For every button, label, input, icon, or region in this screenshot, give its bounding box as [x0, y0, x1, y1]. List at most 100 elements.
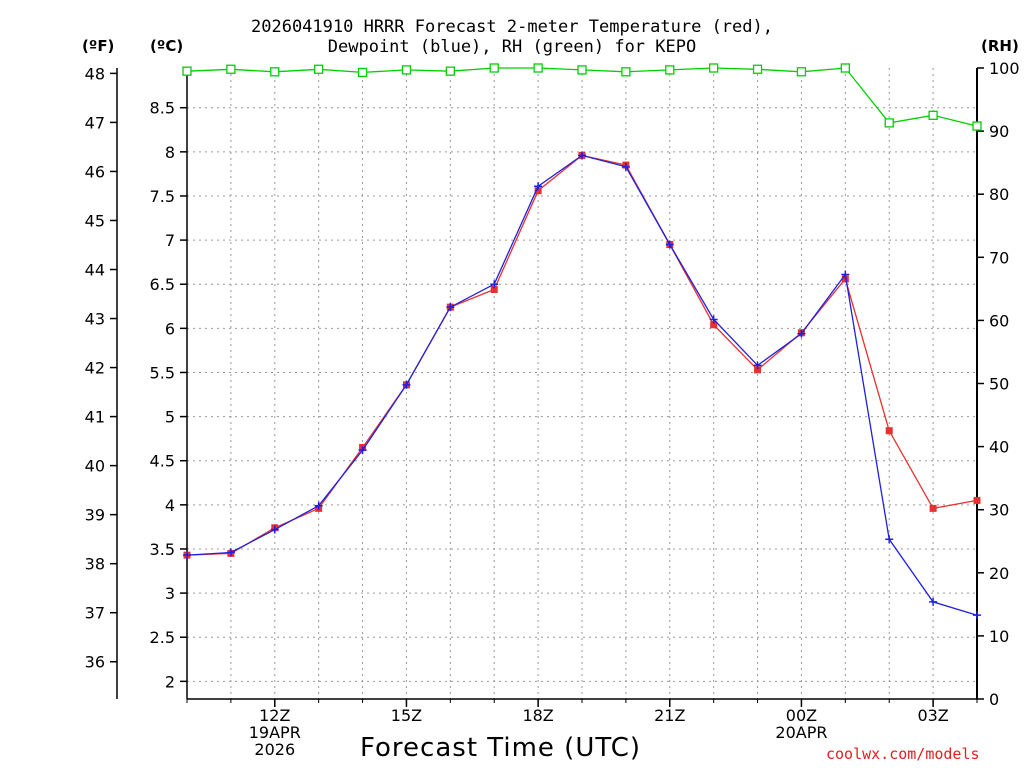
temperature-point [490, 286, 498, 294]
grid-lines [186, 68, 978, 699]
celsius-tick-label: 8 [165, 143, 175, 162]
rh-tick-label: 90 [989, 122, 1009, 141]
fahrenheit-tick-label: 45 [85, 211, 105, 230]
dewpoint-point [446, 303, 455, 312]
chart-title: 2026041910 HRRR Forecast 2-meter Tempera… [251, 17, 773, 37]
dewpoint-point [841, 270, 850, 279]
rh-tick-label: 20 [989, 564, 1009, 583]
fahrenheit-tick-label: 41 [85, 408, 105, 427]
dewpoint-point [534, 182, 543, 191]
rh-point [533, 63, 543, 73]
rh-point [884, 118, 894, 128]
celsius-tick-label: 4 [165, 496, 175, 515]
temperature-point [841, 275, 849, 283]
dewpoint-point [885, 535, 894, 544]
dewpoint-point [665, 240, 674, 249]
celsius-tick-label: 7 [165, 231, 175, 250]
rh-point [226, 64, 236, 74]
rh-point [665, 65, 675, 75]
rh-point [314, 64, 324, 74]
celsius-tick-label: 2.5 [150, 628, 175, 647]
x-tick-label: 12Z [259, 706, 290, 725]
x-axis-label: Forecast Time (UTC) [360, 733, 642, 763]
rh-point [709, 63, 719, 73]
dewpoint-point [753, 361, 762, 370]
fahrenheit-tick-label: 43 [85, 310, 105, 329]
dewpoint-point [973, 611, 981, 620]
dewpoint-point [402, 380, 411, 389]
fahrenheit-tick-label: 42 [85, 359, 105, 378]
dewpoint-point [578, 151, 586, 160]
fahrenheit-tick-label: 40 [85, 457, 105, 476]
dewpoint-point [226, 548, 235, 557]
fahrenheit-tick-label: 44 [85, 261, 105, 280]
credit-link[interactable]: coolwx.com/models [826, 745, 980, 763]
chart-subtitle: Dewpoint (blue), RH (green) for KEPO [327, 37, 697, 57]
rh-tick-label: 70 [989, 248, 1009, 267]
rh-tick-label: 10 [989, 627, 1009, 646]
rh-point [621, 67, 631, 77]
rh-point [445, 66, 455, 76]
celsius-tick-label: 7.5 [150, 187, 175, 206]
dewpoint-point [270, 525, 279, 534]
rh-point [928, 110, 938, 120]
x-tick-label: 03Z [917, 706, 948, 725]
rh-point [577, 65, 587, 75]
fahrenheit-tick-label: 36 [85, 653, 105, 672]
celsius-tick-label: 6 [165, 319, 175, 338]
dewpoint-point [358, 446, 367, 455]
dewpoint-point [183, 551, 191, 560]
dewpoint-point [621, 162, 630, 171]
temperature-point [754, 366, 762, 374]
fahrenheit-unit-label: (ºF) [82, 37, 115, 55]
rh-point [752, 64, 763, 74]
dewpoint-point [314, 501, 323, 510]
celsius-tick-label: 6.5 [150, 275, 175, 294]
celsius-tick-label: 2 [165, 672, 175, 691]
celsius-tick-label: 3.5 [150, 540, 175, 559]
rh-point [972, 121, 982, 131]
x-tick-label: 21Z [654, 706, 685, 725]
fahrenheit-tick-label: 46 [85, 162, 105, 181]
temperature-point [710, 321, 718, 329]
fahrenheit-tick-label: 39 [85, 506, 105, 525]
dewpoint-point [709, 315, 718, 324]
rh-tick-label: 0 [989, 690, 999, 709]
rh-point [796, 67, 807, 77]
temperature-point [973, 496, 981, 504]
rh-tick-label: 100 [989, 59, 1020, 78]
x-tick-label: 00Z [786, 706, 817, 725]
rh-unit-label: (RH) [981, 37, 1019, 55]
rh-point [270, 67, 280, 77]
rh-tick-label: 40 [989, 438, 1009, 457]
rh-tick-label: 30 [989, 501, 1009, 520]
x-tick-label: 15Z [391, 706, 422, 725]
celsius-tick-label: 4.5 [150, 452, 175, 471]
fahrenheit-tick-label: 48 [85, 64, 105, 83]
celsius-tick-label: 3 [165, 584, 175, 603]
dewpoint-point [490, 280, 499, 289]
celsius-tick-label: 5.5 [150, 363, 175, 382]
rh-tick-label: 50 [989, 375, 1009, 394]
dewpoint-point [797, 329, 806, 338]
rh-point [401, 65, 412, 75]
rh-point [489, 63, 499, 73]
fahrenheit-tick-label: 38 [85, 555, 105, 574]
temperature-point [929, 504, 937, 512]
celsius-tick-label: 8.5 [150, 99, 175, 118]
dewpoint-point [929, 597, 938, 606]
x-tick-label: 18Z [522, 706, 553, 725]
x-tick-label: 2026 [254, 740, 295, 759]
fahrenheit-tick-label: 37 [85, 604, 105, 623]
series-layer [182, 63, 982, 620]
rh-point [182, 66, 192, 76]
fahrenheit-tick-label: 47 [85, 113, 105, 132]
rh-tick-label: 80 [989, 185, 1009, 204]
temperature-point [534, 187, 542, 195]
x-tick-label: 20APR [775, 723, 827, 742]
celsius-unit-label: (ºC) [150, 37, 184, 55]
rh-point [357, 67, 368, 78]
celsius-tick-label: 5 [165, 408, 175, 427]
temperature-point [885, 427, 893, 435]
